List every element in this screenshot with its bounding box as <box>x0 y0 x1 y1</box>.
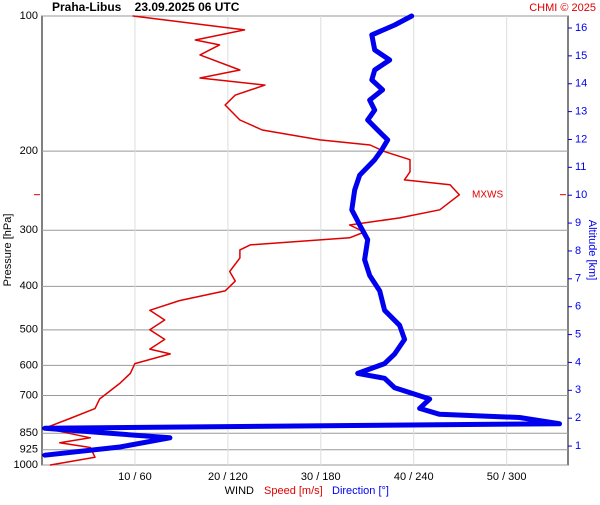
y-tick-label: 200 <box>20 145 38 157</box>
y-tick-label: 400 <box>20 280 38 292</box>
y2-axis-label: Altitude [km] <box>586 220 598 281</box>
y2-tick-label: 5 <box>575 328 581 340</box>
y2-tick-label: 14 <box>575 78 587 90</box>
x-axis-label: WIND <box>225 485 254 497</box>
profile-line <box>44 15 461 466</box>
y-tick-label: 1000 <box>14 459 38 471</box>
annotation: MXWS <box>472 189 503 200</box>
x-tick-label: 50 / 300 <box>487 471 527 483</box>
y2-tick-label: 16 <box>575 22 587 34</box>
y2-tick-label: 13 <box>575 106 587 118</box>
x-axis-label-speed: Speed [m/s] <box>264 485 323 497</box>
y2-tick-label: 1 <box>575 440 581 452</box>
y-tick-label: 700 <box>20 389 38 401</box>
y2-tick-label: 3 <box>575 384 581 396</box>
y2-tick-label: 2 <box>575 412 581 424</box>
x-tick-label: 40 / 240 <box>394 471 434 483</box>
y-tick-label: 300 <box>20 224 38 236</box>
y-tick-label: 100 <box>20 10 38 22</box>
y2-tick-label: 7 <box>575 273 581 285</box>
y-tick-label: 850 <box>20 427 38 439</box>
credit: CHMI © 2025 <box>529 2 596 14</box>
y-axis-label: Pressure [hPa] <box>2 214 14 287</box>
y-tick-label: 925 <box>20 444 38 456</box>
y2-tick-label: 11 <box>575 161 586 173</box>
x-tick-label: 20 / 120 <box>208 471 248 483</box>
y2-tick-label: 15 <box>575 50 587 62</box>
x-axis-label-direction: Direction [°] <box>332 485 389 497</box>
y2-tick-label: 10 <box>575 189 587 201</box>
y-tick-label: 500 <box>20 324 38 336</box>
x-tick-label: 30 / 180 <box>301 471 341 483</box>
y2-tick-label: 9 <box>575 217 581 229</box>
y2-tick-label: 12 <box>575 133 587 145</box>
chart-title: Praha-Libus 23.09.2025 06 UTC <box>52 0 240 14</box>
y2-tick-label: 6 <box>575 301 581 313</box>
y-tick-label: 600 <box>20 359 38 371</box>
y2-tick-label: 4 <box>575 356 581 368</box>
x-tick-label: 10 / 60 <box>118 471 152 483</box>
profile-line <box>42 13 562 458</box>
y2-tick-label: 8 <box>575 245 581 257</box>
